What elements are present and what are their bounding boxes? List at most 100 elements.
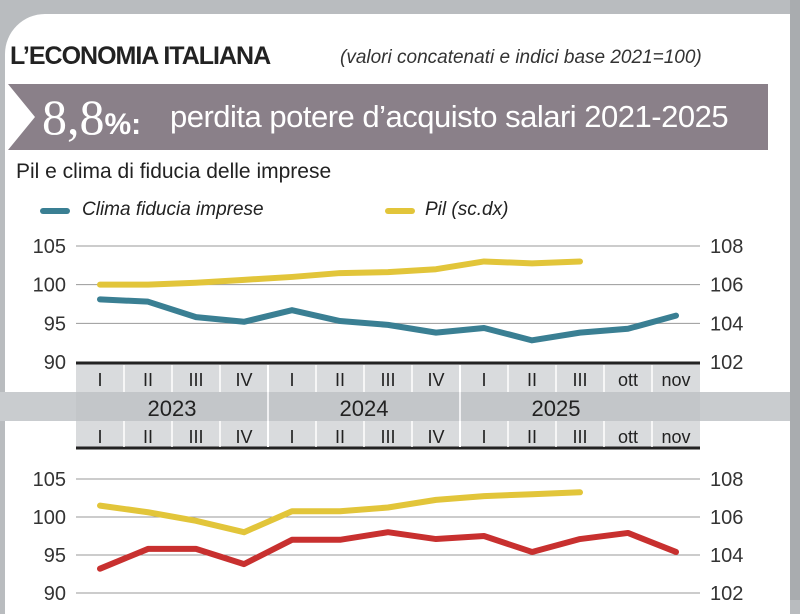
data-point bbox=[147, 301, 149, 303]
data-point bbox=[579, 332, 581, 334]
x-tick-label-top: I bbox=[97, 370, 102, 390]
page-title: L’ECONOMIA ITALIANA bbox=[10, 42, 271, 70]
x-tick-label-top: ott bbox=[618, 370, 638, 390]
data-point bbox=[291, 276, 293, 278]
x-tick-label-bottom: II bbox=[143, 427, 153, 447]
y-tick-label-left: 95 bbox=[44, 313, 66, 335]
data-point bbox=[579, 491, 581, 493]
data-point bbox=[99, 284, 101, 286]
x-tick-label-top: nov bbox=[661, 370, 690, 390]
data-point bbox=[291, 510, 293, 512]
legend-swatch-pil bbox=[385, 208, 415, 214]
x-tick-label-bottom: ott bbox=[618, 427, 638, 447]
y-tick-label-left: 100 bbox=[33, 275, 66, 297]
x-tick-label-top: II bbox=[143, 370, 153, 390]
y-tick-label-left: 95 bbox=[44, 545, 66, 567]
x-tick-label-bottom: II bbox=[335, 427, 345, 447]
headline-text: perdita potere d’acquisto salari 2021-20… bbox=[170, 99, 729, 134]
data-point bbox=[435, 499, 437, 501]
data-point bbox=[387, 271, 389, 273]
headline-banner bbox=[8, 84, 768, 150]
year-label: 2025 bbox=[532, 396, 581, 421]
data-point bbox=[147, 284, 149, 286]
x-tick-label-bottom: I bbox=[481, 427, 486, 447]
series-line-1-0 bbox=[97, 529, 679, 572]
data-point bbox=[243, 563, 245, 565]
data-point bbox=[147, 511, 149, 513]
x-tick-label-bottom: III bbox=[188, 427, 203, 447]
legend-swatch-clima bbox=[40, 208, 70, 214]
x-tick-label-top: IV bbox=[427, 370, 444, 390]
data-point bbox=[435, 268, 437, 270]
data-point bbox=[675, 551, 677, 553]
data-point bbox=[531, 262, 533, 264]
y-tick-label-left: 90 bbox=[44, 352, 66, 374]
x-tick-label-top: III bbox=[188, 370, 203, 390]
data-point bbox=[435, 538, 437, 540]
data-point bbox=[483, 260, 485, 262]
year-label: 2024 bbox=[340, 396, 389, 421]
data-point bbox=[291, 309, 293, 311]
y-tick-label-right: 108 bbox=[710, 236, 743, 258]
data-point bbox=[435, 332, 437, 334]
charts: IIIIIIIIIIIIIVIVIIIIIIIIIIIIIVIVIIIIIIII… bbox=[0, 236, 790, 600]
x-tick-label-bottom: I bbox=[97, 427, 102, 447]
x-tick-label-top: I bbox=[481, 370, 486, 390]
data-point bbox=[99, 298, 101, 300]
data-point bbox=[339, 510, 341, 512]
y-tick-label-left: 105 bbox=[33, 469, 66, 491]
y-tick-label-right: 106 bbox=[710, 275, 743, 297]
headline-value: 8,8%: bbox=[42, 84, 141, 158]
data-point bbox=[387, 324, 389, 326]
year-band bbox=[76, 392, 700, 421]
headline-pct: %: bbox=[104, 108, 142, 141]
x-tick-label-bottom: IV bbox=[235, 427, 252, 447]
series-line-0-0 bbox=[97, 296, 679, 344]
data-point bbox=[483, 327, 485, 329]
y-tick-label-left: 90 bbox=[44, 583, 66, 600]
x-tick-label-bottom: nov bbox=[661, 427, 690, 447]
y-tick-label-right: 106 bbox=[710, 507, 743, 529]
data-point bbox=[579, 260, 581, 262]
y-tick-label-left: 105 bbox=[33, 236, 66, 258]
y-tick-label-right: 102 bbox=[710, 583, 743, 600]
data-point bbox=[195, 282, 197, 284]
x-tick-label-top: IV bbox=[235, 370, 252, 390]
legend-pil: Pil (sc.dx) bbox=[425, 199, 509, 220]
data-point bbox=[339, 539, 341, 541]
x-tick-label-bottom: III bbox=[380, 427, 395, 447]
data-point bbox=[579, 538, 581, 540]
y-tick-label-right: 102 bbox=[710, 352, 743, 374]
series-line-1-1 bbox=[97, 489, 583, 536]
x-tick-label-bottom: III bbox=[572, 427, 587, 447]
data-point bbox=[675, 315, 677, 317]
data-point bbox=[339, 320, 341, 322]
headline-number: 8,8 bbox=[42, 89, 105, 145]
data-point bbox=[195, 316, 197, 318]
data-point bbox=[147, 548, 149, 550]
data-point bbox=[243, 321, 245, 323]
data-point bbox=[387, 507, 389, 508]
data-point bbox=[483, 495, 485, 497]
data-point bbox=[483, 535, 485, 537]
data-point bbox=[195, 520, 197, 522]
data-point bbox=[243, 279, 245, 281]
data-point bbox=[531, 339, 533, 341]
x-tick-label-top: III bbox=[572, 370, 587, 390]
y-tick-label-right: 104 bbox=[710, 545, 743, 567]
data-point bbox=[531, 493, 533, 495]
data-point bbox=[387, 531, 389, 533]
data-point bbox=[99, 568, 101, 570]
y-tick-label-left: 100 bbox=[33, 507, 66, 529]
data-point bbox=[339, 272, 341, 274]
chart-title: Pil e clima di fiducia delle imprese bbox=[16, 160, 332, 183]
data-point bbox=[195, 548, 197, 550]
data-point bbox=[99, 505, 101, 507]
x-tick-label-top: II bbox=[335, 370, 345, 390]
y-tick-label-right: 108 bbox=[710, 469, 743, 491]
x-tick-label-top: III bbox=[380, 370, 395, 390]
data-point bbox=[291, 539, 293, 541]
data-point bbox=[531, 551, 533, 553]
x-tick-label-top: II bbox=[527, 370, 537, 390]
data-point bbox=[627, 532, 629, 534]
